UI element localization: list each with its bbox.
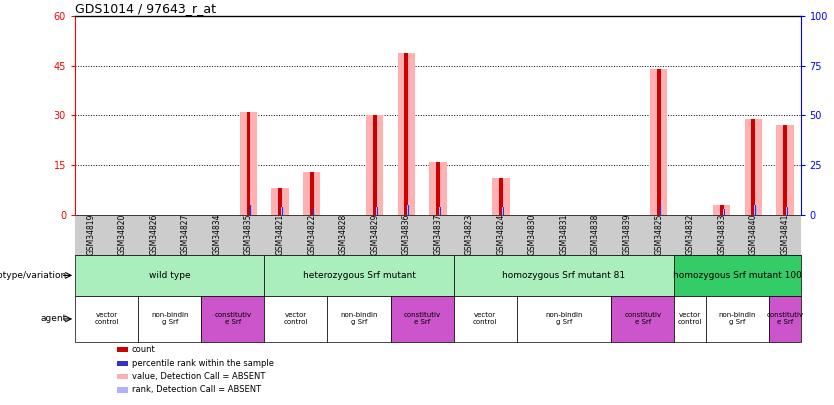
Bar: [650, 69, 667, 215]
Text: heterozygous Srf mutant: heterozygous Srf mutant: [303, 271, 415, 280]
Bar: [454, 296, 517, 342]
Bar: [745, 119, 762, 215]
Text: homozygous Srf mutant 81: homozygous Srf mutant 81: [502, 271, 626, 280]
Bar: [769, 296, 801, 342]
Text: vector
control: vector control: [94, 312, 118, 326]
Bar: [376, 207, 378, 215]
Bar: [713, 205, 731, 215]
Text: vector
control: vector control: [473, 312, 497, 326]
Text: homozygous Srf mutant 100: homozygous Srf mutant 100: [673, 271, 802, 280]
Bar: [430, 162, 446, 215]
Bar: [313, 209, 315, 215]
Bar: [264, 296, 328, 342]
Text: constitutiv
e Srf: constitutiv e Srf: [625, 312, 661, 326]
Bar: [675, 255, 801, 296]
Bar: [75, 296, 138, 342]
Text: wild type: wild type: [149, 271, 190, 280]
Bar: [240, 112, 257, 215]
Text: constitutiv
e Srf: constitutiv e Srf: [766, 312, 803, 326]
Text: vector
control: vector control: [678, 312, 702, 326]
Bar: [720, 205, 724, 215]
Bar: [517, 296, 611, 342]
Bar: [271, 188, 289, 215]
Bar: [407, 205, 409, 215]
Bar: [282, 207, 283, 215]
Bar: [264, 255, 454, 296]
Bar: [723, 209, 726, 215]
Bar: [376, 207, 379, 215]
Bar: [611, 296, 675, 342]
Bar: [249, 205, 252, 215]
Text: percentile rank within the sample: percentile rank within the sample: [132, 359, 274, 368]
Bar: [503, 207, 504, 215]
Bar: [751, 119, 756, 215]
Bar: [303, 172, 320, 215]
Bar: [281, 207, 284, 215]
Bar: [755, 205, 756, 215]
Bar: [436, 162, 440, 215]
Bar: [724, 209, 725, 215]
Bar: [398, 53, 415, 215]
Bar: [309, 172, 314, 215]
Text: constitutiv
e Srf: constitutiv e Srf: [214, 312, 251, 326]
Bar: [786, 207, 787, 215]
Bar: [373, 115, 377, 215]
Text: vector
control: vector control: [284, 312, 308, 326]
Text: value, Detection Call = ABSENT: value, Detection Call = ABSENT: [132, 372, 265, 381]
Bar: [675, 296, 706, 342]
Text: rank, Detection Call = ABSENT: rank, Detection Call = ABSENT: [132, 386, 261, 394]
Bar: [776, 125, 793, 215]
Bar: [250, 205, 251, 215]
Bar: [499, 178, 503, 215]
Bar: [390, 296, 454, 342]
Bar: [201, 296, 264, 342]
Bar: [454, 255, 675, 296]
Bar: [786, 207, 788, 215]
Text: genotype/variation: genotype/variation: [0, 271, 67, 280]
Text: GDS1014 / 97643_r_at: GDS1014 / 97643_r_at: [75, 2, 216, 15]
Bar: [279, 188, 282, 215]
Bar: [657, 69, 661, 215]
Text: non-bindin
g Srf: non-bindin g Srf: [719, 312, 756, 326]
Bar: [404, 53, 408, 215]
Text: non-bindin
g Srf: non-bindin g Srf: [340, 312, 378, 326]
Text: agent: agent: [41, 314, 67, 324]
Bar: [660, 205, 662, 215]
Bar: [247, 112, 250, 215]
Bar: [138, 296, 201, 342]
Bar: [366, 115, 384, 215]
Bar: [75, 255, 264, 296]
Bar: [783, 125, 786, 215]
Bar: [754, 205, 756, 215]
Bar: [706, 296, 769, 342]
Bar: [408, 205, 409, 215]
Bar: [439, 207, 441, 215]
Text: non-bindin
g Srf: non-bindin g Srf: [545, 312, 583, 326]
Text: count: count: [132, 345, 155, 354]
Bar: [492, 178, 510, 215]
Bar: [328, 296, 390, 342]
Bar: [502, 207, 505, 215]
Text: constitutiv
e Srf: constitutiv e Srf: [404, 312, 440, 326]
Text: non-bindin
g Srf: non-bindin g Srf: [151, 312, 188, 326]
